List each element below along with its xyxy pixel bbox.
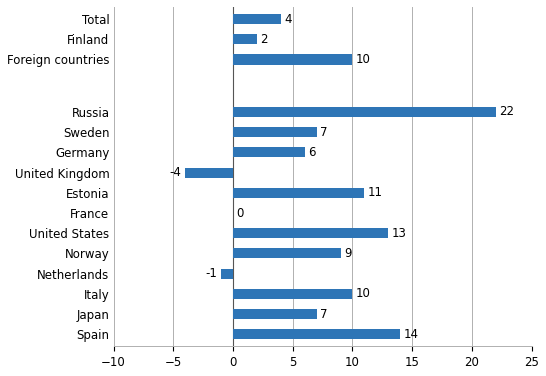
Bar: [233, 107, 496, 117]
Text: 10: 10: [356, 287, 371, 300]
Text: 7: 7: [320, 308, 328, 320]
Bar: [233, 14, 281, 24]
Bar: [233, 289, 353, 299]
Bar: [233, 329, 400, 339]
Text: 2: 2: [260, 33, 268, 46]
Bar: [233, 309, 317, 319]
Bar: [233, 188, 364, 198]
Text: 13: 13: [392, 227, 407, 240]
Bar: [233, 34, 257, 44]
Bar: [233, 228, 388, 238]
Text: -4: -4: [170, 166, 182, 179]
Text: 6: 6: [308, 146, 316, 159]
Bar: [233, 55, 353, 65]
Text: 11: 11: [368, 186, 383, 199]
Text: -1: -1: [206, 267, 217, 280]
Bar: [233, 127, 317, 137]
Text: 14: 14: [404, 328, 419, 341]
Bar: [221, 268, 233, 279]
Bar: [233, 147, 305, 158]
Text: 22: 22: [500, 106, 514, 118]
Bar: [185, 168, 233, 177]
Text: 7: 7: [320, 126, 328, 139]
Text: 10: 10: [356, 53, 371, 66]
Text: 4: 4: [284, 12, 292, 26]
Text: 0: 0: [236, 206, 244, 220]
Bar: [233, 249, 341, 258]
Text: 9: 9: [344, 247, 352, 260]
